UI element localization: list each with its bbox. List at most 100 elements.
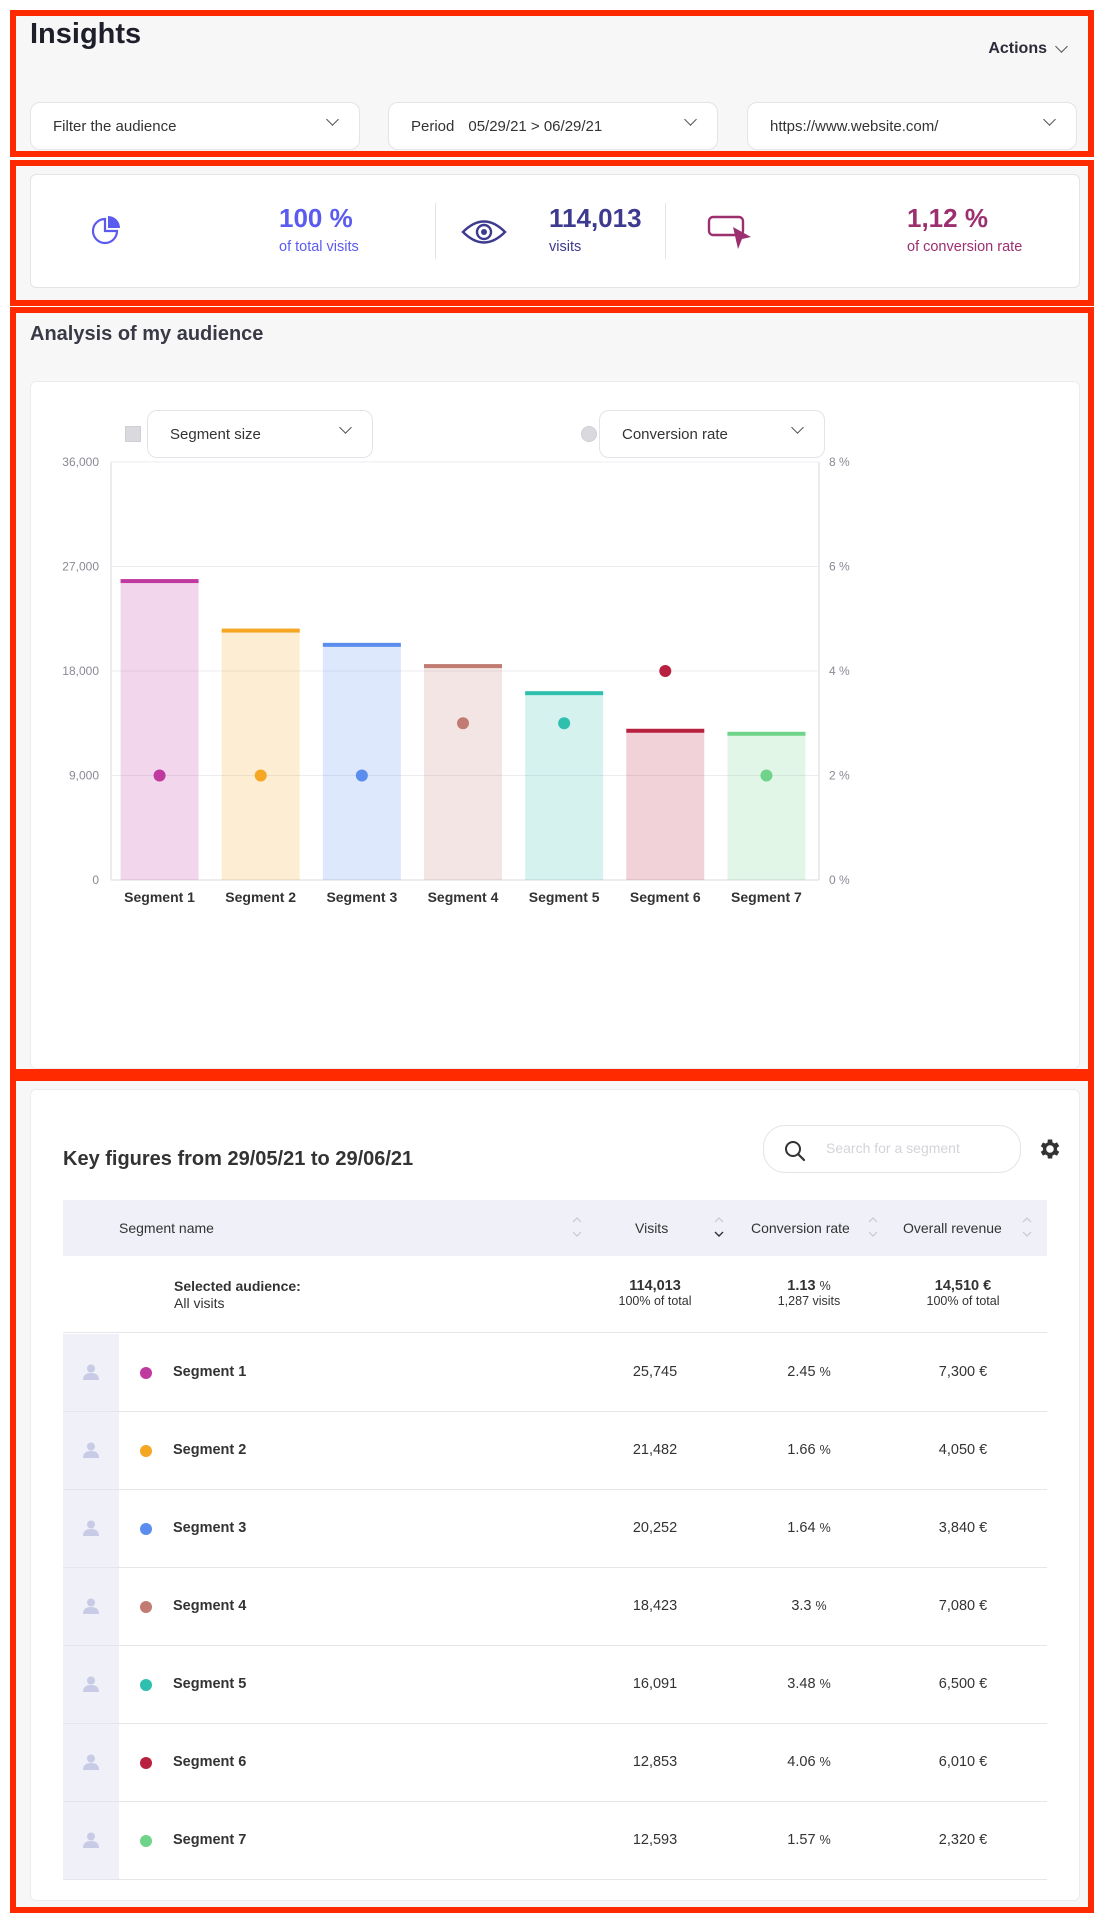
sort-icon[interactable] [571, 1214, 583, 1240]
left-tick-label: 36,000 [62, 455, 99, 469]
eye-icon [461, 220, 507, 244]
segment-conv-unit: % [819, 1833, 831, 1847]
audience-filter-select[interactable]: Filter the audience [30, 102, 360, 150]
chart-bar [626, 730, 705, 880]
table-row[interactable]: Segment 6 12,853 4.06 % 6,010 € [63, 1724, 1047, 1802]
x-tick-label: Segment 2 [225, 889, 296, 905]
segment-chart: 0 0 % 9,000 2 % 18,000 4 % 27,000 6 % 36,000 8 % S… [62, 455, 850, 905]
chart-point [558, 717, 571, 730]
segment-conv-unit: % [819, 1365, 831, 1379]
segment-name[interactable]: Segment 6 [173, 1754, 247, 1770]
summary-label: Selected audience: [174, 1278, 301, 1294]
chart-bar [727, 733, 806, 880]
table-row[interactable]: Segment 7 12,593 1.57 % 2,320 € [63, 1802, 1047, 1880]
col-overall-revenue[interactable]: Overall revenue [903, 1220, 1002, 1236]
bar-metric-select[interactable]: Segment size [147, 410, 373, 458]
segment-name[interactable]: Segment 2 [173, 1442, 247, 1458]
period-value: 05/29/21 > 06/29/21 [468, 117, 603, 135]
user-icon [83, 1832, 99, 1848]
x-tick-label: Segment 6 [630, 889, 701, 905]
x-tick-label: Segment 7 [731, 889, 802, 905]
summary-visits: 114,013 [629, 1278, 681, 1294]
table-row[interactable]: Segment 2 21,482 1.66 % 4,050 € [63, 1412, 1047, 1490]
right-tick-label: 0 % [829, 873, 850, 887]
segment-search-box[interactable] [763, 1125, 1021, 1173]
user-icon [83, 1520, 99, 1536]
chart-point [457, 717, 469, 730]
chart-bar [424, 666, 502, 880]
segment-name[interactable]: Segment 1 [173, 1364, 247, 1380]
url-select[interactable]: https://www.website.com/ [747, 102, 1077, 150]
bar-legend-swatch [125, 426, 141, 442]
segment-conv: 4.06 [787, 1754, 816, 1770]
analysis-section: Analysis of my audience Segment size Con… [10, 307, 1094, 1075]
right-tick-label: 6 % [829, 560, 850, 574]
chart-point [355, 769, 368, 782]
chart-point [254, 769, 267, 782]
kpi-total-visits-label: of total visits [279, 239, 359, 255]
segment-name[interactable]: Segment 7 [173, 1832, 247, 1848]
gear-icon[interactable] [1037, 1136, 1063, 1162]
left-tick-label: 0 [92, 873, 99, 887]
segment-visits: 12,593 [632, 1832, 678, 1848]
right-tick-label: 2 % [829, 769, 850, 783]
segment-conv-unit: % [819, 1677, 831, 1691]
chart-bar-cap [626, 728, 705, 733]
url-value: https://www.website.com/ [770, 117, 939, 135]
user-icon [83, 1598, 99, 1614]
segment-revenue: 7,080 € [938, 1598, 988, 1614]
cursor-click-icon [707, 215, 751, 249]
segment-conv-unit: % [819, 1521, 831, 1535]
segment-search-input[interactable] [826, 1140, 1006, 1156]
x-tick-label: Segment 1 [124, 889, 195, 905]
summary-conv-sub: 1,287 visits [777, 1294, 841, 1308]
col-conversion-rate[interactable]: Conversion rate [751, 1220, 850, 1236]
table-row[interactable]: Segment 3 20,252 1.64 % 3,840 € [63, 1490, 1047, 1568]
selected-audience-row: Selected audience: All visits 114,013 10… [63, 1256, 1047, 1333]
search-icon [785, 1141, 806, 1162]
chevron-down-icon [326, 113, 339, 126]
pie-chart-icon [91, 216, 120, 245]
chart-point [659, 665, 672, 677]
row-rail [63, 1802, 119, 1879]
row-rail [63, 1568, 119, 1645]
kpi-section: 100 % of total visits 114,013 visits 1,1… [10, 160, 1094, 306]
period-label: Period [411, 117, 455, 135]
segment-name[interactable]: Segment 3 [173, 1520, 247, 1536]
sort-icon[interactable] [867, 1214, 879, 1240]
segment-visits: 21,482 [632, 1442, 678, 1458]
segment-revenue: 6,010 € [938, 1754, 988, 1770]
segment-color-dot [140, 1757, 152, 1769]
table-card: Key figures from 29/05/21 to 29/06/21 Se… [30, 1089, 1080, 1901]
row-rail [63, 1724, 119, 1801]
segment-color-dot [140, 1679, 152, 1691]
segment-visits: 20,252 [632, 1520, 678, 1536]
sort-icon[interactable] [1021, 1214, 1033, 1240]
sort-icon-active[interactable] [713, 1214, 725, 1240]
row-rail [63, 1412, 119, 1489]
table-row[interactable]: Segment 1 25,745 2.45 % 7,300 € [63, 1334, 1047, 1412]
chart-bar-cap [525, 691, 604, 696]
table-row[interactable]: Segment 4 18,423 3.3 % 7,080 € [63, 1568, 1047, 1646]
period-select[interactable]: Period 05/29/21 > 06/29/21 [388, 102, 718, 150]
segment-name[interactable]: Segment 4 [173, 1598, 247, 1614]
actions-menu-button[interactable]: Actions [988, 40, 1068, 58]
summary-visits-sub: 100% of total [618, 1294, 692, 1308]
segment-conv: 2.45 [787, 1364, 816, 1380]
segment-conv-unit: % [815, 1599, 827, 1613]
chart-bar-cap [120, 579, 199, 584]
table-row[interactable]: Segment 5 16,091 3.48 % 6,500 € [63, 1646, 1047, 1724]
line-metric-select[interactable]: Conversion rate [599, 410, 825, 458]
kpi-conversion-label: of conversion rate [907, 239, 1023, 255]
col-segment-name[interactable]: Segment name [119, 1220, 214, 1236]
chart-bar [322, 644, 401, 880]
segment-visits: 12,853 [632, 1754, 678, 1770]
segment-visits: 18,423 [632, 1598, 678, 1614]
segment-name[interactable]: Segment 5 [173, 1676, 247, 1692]
chevron-down-icon [1055, 40, 1068, 53]
kpi-divider [435, 203, 436, 259]
line-metric-label: Conversion rate [622, 425, 728, 443]
segment-conv: 3.48 [787, 1676, 816, 1692]
segment-conv-unit: % [819, 1443, 831, 1457]
col-visits[interactable]: Visits [635, 1220, 669, 1236]
